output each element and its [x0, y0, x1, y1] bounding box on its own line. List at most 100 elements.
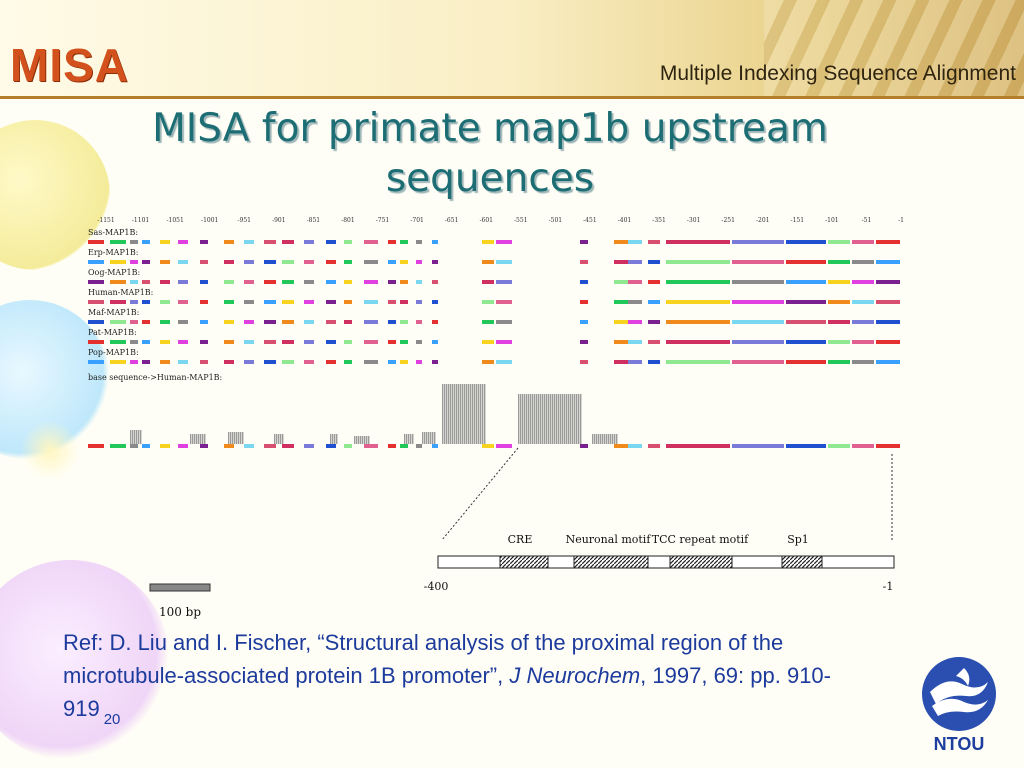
conservation-bar [428, 432, 430, 444]
header-decoration [764, 0, 1024, 96]
sequence-segment [648, 240, 660, 244]
conservation-bar [138, 430, 140, 444]
conservation-bar [542, 394, 544, 444]
sequence-segment [580, 280, 588, 284]
position-label: -251 [721, 217, 734, 224]
sequence-segment [388, 340, 396, 344]
sequence-segment [416, 340, 422, 344]
sequence-segment [416, 360, 422, 364]
base-segment [388, 444, 396, 448]
sequence-segment [142, 300, 150, 304]
conservation-bar [426, 432, 428, 444]
sequence-segment [580, 320, 588, 324]
position-label: -701 [410, 217, 423, 224]
sequence-segment [432, 280, 438, 284]
motif-box [573, 555, 649, 569]
sequence-segment [130, 240, 138, 244]
conservation-bar [536, 394, 538, 444]
sequence-segment [648, 280, 660, 284]
sequence-segment [264, 320, 276, 324]
motif-box [781, 555, 823, 569]
promoter-region-bar [437, 555, 895, 569]
sequence-segment [852, 340, 874, 344]
sequence-segment [786, 240, 826, 244]
sequence-segment [416, 280, 422, 284]
sequence-segment [178, 340, 188, 344]
sequence-segment [852, 360, 874, 364]
position-label: -601 [479, 217, 492, 224]
conservation-bar [274, 434, 276, 444]
conservation-bar [358, 436, 360, 444]
sequence-segment [786, 300, 826, 304]
sequence-segment [432, 300, 438, 304]
position-label: -101 [825, 217, 838, 224]
sequence-segment [364, 260, 378, 264]
conservation-bar [606, 434, 608, 444]
base-segment [304, 444, 314, 448]
zoom-connector-left [441, 447, 519, 541]
conservation-bar [204, 434, 206, 444]
sequence-segment [178, 320, 188, 324]
conservation-bar [550, 394, 552, 444]
sequence-segment [628, 240, 642, 244]
base-segment [828, 444, 850, 448]
sequence-segment [364, 340, 378, 344]
base-segment [224, 444, 234, 448]
conservation-bar [468, 384, 470, 444]
position-label: -501 [549, 217, 562, 224]
base-segment [580, 444, 588, 448]
sequence-segment [364, 280, 378, 284]
conservation-bar [190, 434, 192, 444]
sequence-segment [416, 320, 422, 324]
sequence-segment [178, 240, 188, 244]
sequence-segment [828, 280, 850, 284]
sequence-segment [852, 280, 874, 284]
base-segment [282, 444, 294, 448]
sequence-segment [304, 320, 314, 324]
conservation-bar [580, 394, 582, 444]
sequence-segment [160, 360, 170, 364]
sequence-segment [580, 260, 588, 264]
conservation-bar [476, 384, 478, 444]
sequence-segment [666, 260, 730, 264]
sequence-segment [828, 320, 850, 324]
conservation-bar [448, 384, 450, 444]
sequence-segment [178, 260, 188, 264]
conservation-bar [134, 430, 136, 444]
slide-header: MISA Multiple Indexing Sequence Alignmen… [0, 0, 1024, 99]
conservation-bar [454, 384, 456, 444]
sequence-segment [88, 320, 104, 324]
sequence-segment [224, 260, 234, 264]
sequence-segment [130, 260, 138, 264]
conservation-bar [556, 394, 558, 444]
conservation-bar [200, 434, 202, 444]
base-segment [614, 444, 628, 448]
position-label: -651 [445, 217, 458, 224]
sequence-segment [142, 280, 150, 284]
reference-text: Ref: D. Liu and I. Fischer, “Structural … [63, 630, 784, 688]
sequence-segment [88, 280, 104, 284]
sequence-segment [400, 320, 408, 324]
position-label: -1 [898, 217, 904, 224]
conservation-bar [544, 394, 546, 444]
sequence-segment [326, 340, 336, 344]
sequence-segment [304, 340, 314, 344]
sequence-segment [496, 260, 512, 264]
sequence-segment [482, 300, 494, 304]
sequence-segment [400, 240, 408, 244]
sequence-segment [628, 300, 642, 304]
sequence-segment [224, 340, 234, 344]
conservation-bar [458, 384, 460, 444]
sequence-segment [178, 360, 188, 364]
scale-label: 100 bp [159, 605, 201, 619]
base-segment [130, 444, 138, 448]
sequence-segment [732, 320, 784, 324]
sequence-segment [282, 260, 294, 264]
sequence-segment [326, 280, 336, 284]
conservation-bar [412, 434, 414, 444]
sequence-segment [142, 260, 150, 264]
base-segment [326, 444, 336, 448]
conservation-bar [558, 394, 560, 444]
conservation-bar [356, 436, 358, 444]
conservation-bar [518, 394, 520, 444]
